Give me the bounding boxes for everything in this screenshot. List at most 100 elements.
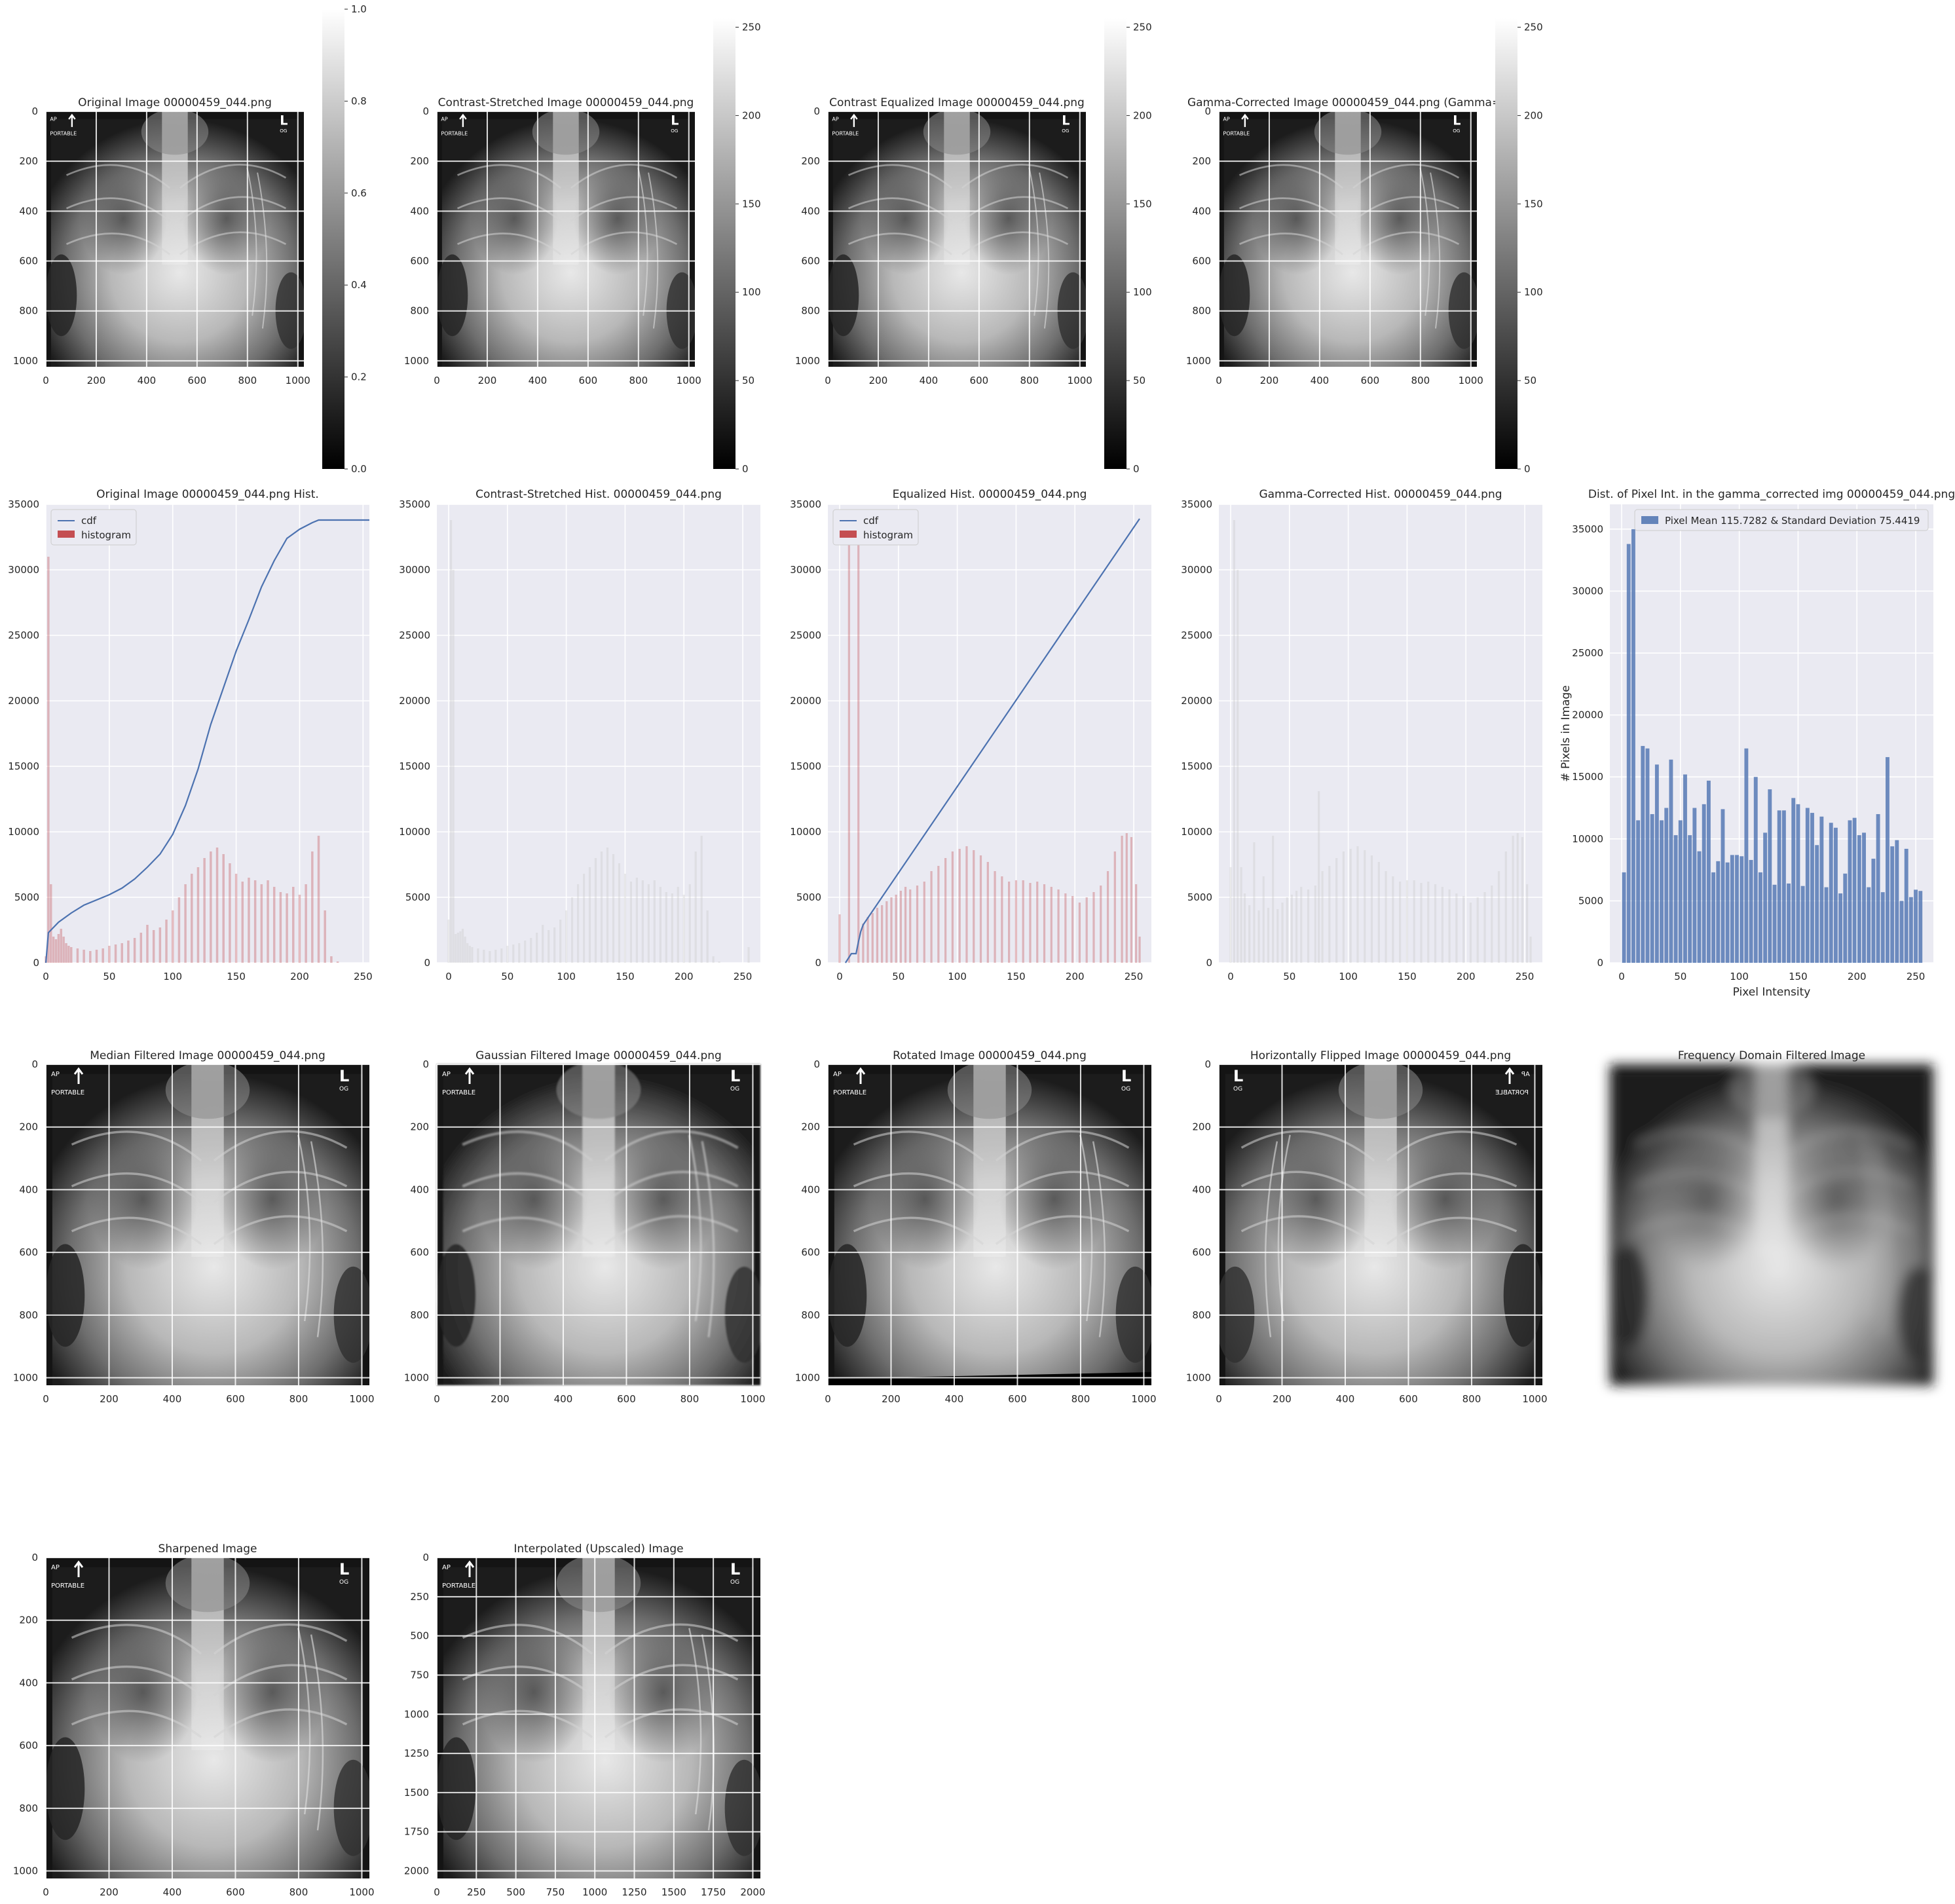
histogram-bar — [267, 880, 269, 963]
y-tick-label: 600 — [19, 255, 38, 267]
histogram-bar — [559, 920, 562, 963]
y-tick-label: 20000 — [1181, 695, 1212, 707]
x-tick-label: 800 — [289, 1393, 308, 1405]
x-tick-label: 800 — [289, 1886, 308, 1898]
y-tick-label: 600 — [1192, 255, 1211, 267]
xray-image — [46, 1558, 369, 1878]
histogram-bar — [641, 880, 644, 963]
colorbar-tick-label: 0.2 — [351, 371, 367, 383]
xray-label-code: OG — [1453, 128, 1460, 134]
histogram-bar — [542, 925, 544, 963]
y-tick-label: 400 — [19, 1184, 38, 1195]
histogram-bar — [1768, 789, 1772, 963]
histogram-bar — [489, 951, 491, 963]
histogram-bar — [1758, 872, 1762, 963]
y-tick-label: 1500 — [404, 1787, 429, 1799]
histogram-bar — [524, 941, 527, 963]
y-tick-label: 0 — [424, 957, 430, 969]
x-tick-label: 0 — [1227, 971, 1234, 982]
histogram-bar — [1833, 827, 1838, 963]
xray-label-portable: PORTABLE — [51, 1582, 84, 1590]
y-tick-label: 30000 — [399, 564, 430, 576]
xray-label-side: L — [1121, 1067, 1131, 1085]
histogram-bar — [866, 917, 869, 963]
histogram-bar — [1641, 745, 1645, 963]
xray-label-side: L — [1233, 1067, 1243, 1085]
xray-label-side: L — [671, 113, 679, 128]
histogram-bar — [121, 943, 123, 963]
histogram-bar — [1636, 820, 1641, 963]
y-tick-label: 200 — [19, 1121, 38, 1133]
histogram-bar — [951, 851, 954, 963]
xray-label-side: L — [339, 1560, 349, 1578]
histogram-bar — [712, 956, 715, 963]
histogram-bar — [582, 874, 586, 963]
histogram-bar — [1314, 886, 1316, 963]
histogram-bar — [1441, 887, 1443, 963]
y-tick-label: 600 — [19, 1740, 38, 1751]
x-tick-label: 50 — [1674, 971, 1686, 982]
panel-title: Gaussian Filtered Image 00000459_044.png — [475, 1049, 722, 1062]
colorbar-tick-label: 0.4 — [351, 279, 367, 291]
histogram-bar — [1295, 891, 1298, 963]
y-tick-label: 1000 — [13, 355, 38, 367]
histogram-bar — [565, 910, 568, 963]
y-tick-label: 35000 — [1572, 523, 1603, 535]
x-tick-label: 200 — [1273, 1393, 1292, 1405]
y-tick-label: 800 — [19, 305, 38, 317]
histogram-bar — [1318, 791, 1320, 963]
histogram-bar — [222, 854, 225, 963]
y-tick-label: 600 — [410, 255, 429, 267]
colorbar-tick-label: 200 — [742, 109, 761, 121]
histogram-bar — [140, 933, 143, 963]
x-tick-label: 200 — [1457, 971, 1476, 982]
histogram-bar — [1899, 901, 1904, 963]
histogram-bar — [1476, 897, 1479, 963]
y-tick-label: 400 — [410, 1184, 429, 1195]
x-tick-label: 1000 — [286, 375, 310, 386]
panel-title: Contrast Equalized Image 00000459_044.pn… — [829, 96, 1085, 109]
histogram-bar — [1908, 897, 1913, 963]
histogram-bar — [570, 897, 574, 963]
histogram-bar — [1272, 836, 1275, 963]
histogram-bar — [1521, 837, 1524, 963]
y-tick-label: 400 — [19, 205, 38, 217]
x-tick-label: 400 — [529, 375, 548, 386]
histogram-bar — [700, 836, 703, 963]
y-tick-label: 20000 — [1572, 709, 1603, 721]
x-tick-label: 600 — [1008, 1393, 1027, 1405]
histogram-bar — [1914, 889, 1918, 963]
up-arrow-icon — [464, 1067, 475, 1084]
colorbar-tick-label: 150 — [742, 198, 761, 210]
xray-label-portable: PORTABLE — [832, 131, 859, 137]
y-tick-label: 0 — [422, 1552, 429, 1563]
histogram-bar — [1064, 893, 1067, 963]
x-tick-label: 400 — [163, 1393, 182, 1405]
chart-title: Gamma-Corrected Hist. 00000459_044.png — [1259, 488, 1502, 501]
histogram-bar — [876, 908, 879, 963]
y-tick-label: 1000 — [795, 1372, 820, 1384]
y-tick-label: 200 — [19, 155, 38, 167]
x-tick-label: 400 — [945, 1393, 964, 1405]
x-tick-label: 200 — [87, 375, 106, 386]
histogram-bar — [1015, 880, 1018, 963]
x-tick-label: 0 — [836, 971, 843, 982]
xray-label-ap: AP — [51, 1071, 60, 1078]
histogram-bar — [904, 887, 907, 963]
histogram-bar — [461, 929, 464, 963]
histogram-bar — [1692, 808, 1697, 963]
y-tick-label: 10000 — [8, 826, 39, 838]
x-tick-label: 0 — [434, 375, 440, 386]
x-tick-label: 0 — [43, 1886, 49, 1898]
histogram-bar — [871, 913, 874, 963]
histogram-bar — [1730, 855, 1734, 963]
image-panel-orig: AP PORTABLE LOG — [46, 111, 304, 367]
x-tick-label: 750 — [546, 1886, 565, 1898]
histogram-bar — [916, 886, 919, 963]
histogram-bar — [1364, 850, 1366, 963]
image-panel-equal: AP PORTABLE LOG — [828, 111, 1086, 367]
histogram-bar — [203, 858, 206, 963]
panel-title: Frequency Domain Filtered Image — [1678, 1049, 1865, 1062]
x-tick-label: 150 — [1007, 971, 1026, 982]
histogram-bar — [1800, 886, 1805, 963]
